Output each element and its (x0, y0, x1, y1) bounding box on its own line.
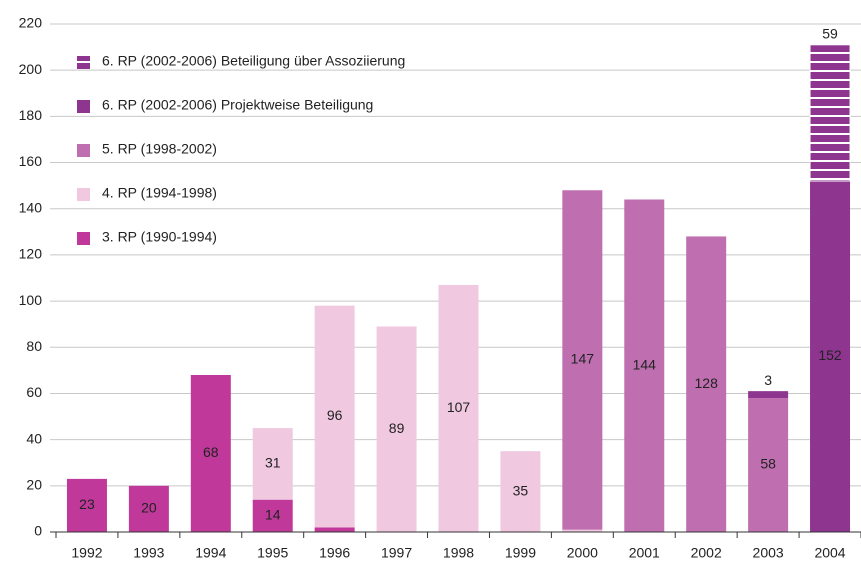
bar-segment (252, 499, 293, 532)
x-tick-label: 2000 (567, 545, 598, 561)
data-label: 107 (447, 399, 471, 415)
data-label: 58 (760, 456, 776, 472)
x-tick-label: 1996 (319, 545, 350, 561)
legend-label: 3. RP (1990-1994) (102, 229, 217, 245)
bar-segment (748, 398, 789, 532)
y-tick-label: 20 (26, 477, 42, 493)
legend-label: 6. RP (2002-2006) Projektweise Beteiligu… (102, 97, 373, 113)
y-tick-label: 160 (19, 153, 43, 169)
bar-segment (562, 190, 603, 530)
x-tick-label: 1992 (71, 545, 102, 561)
legend-swatch (77, 144, 90, 157)
data-label: 96 (327, 407, 343, 423)
data-label: 3 (764, 372, 772, 388)
y-tick-label: 40 (26, 430, 42, 446)
data-label: 144 (633, 356, 657, 372)
data-label: 20 (141, 500, 157, 516)
data-label: 89 (389, 420, 405, 436)
x-tick-label: 1994 (195, 545, 226, 561)
y-tick-label: 180 (19, 107, 43, 123)
x-tick-label: 1995 (257, 545, 288, 561)
data-label: 14 (265, 507, 281, 523)
y-tick-label: 100 (19, 292, 43, 308)
legend-label: 4. RP (1994-1998) (102, 185, 217, 201)
bar-segment (190, 374, 231, 532)
data-label: 68 (203, 444, 219, 460)
x-tick-label: 2001 (629, 545, 660, 561)
x-tick-label: 2003 (753, 545, 784, 561)
bar-segment (686, 236, 727, 532)
y-tick-label: 0 (34, 523, 42, 539)
data-label: 147 (571, 351, 595, 367)
y-tick-label: 140 (19, 199, 43, 215)
legend-swatch (77, 232, 90, 245)
bar-segment (66, 478, 107, 532)
x-tick-label: 1999 (505, 545, 536, 561)
legend-swatch (77, 188, 90, 201)
bar-segment (438, 284, 479, 532)
bar-segment (128, 485, 169, 532)
y-tick-label: 120 (19, 246, 43, 262)
bar-segment (314, 527, 355, 532)
data-label: 23 (79, 496, 95, 512)
bar-segment (809, 44, 851, 182)
bar-segment (562, 529, 603, 532)
x-tick-label: 1997 (381, 545, 412, 561)
x-tick-label: 1998 (443, 545, 474, 561)
y-tick-label: 200 (19, 61, 43, 77)
y-tick-label: 80 (26, 338, 42, 354)
bar-segment (376, 326, 417, 532)
data-label: 128 (695, 375, 719, 391)
data-label: 59 (822, 25, 838, 41)
x-tick-label: 2004 (814, 545, 845, 561)
data-label: 31 (265, 455, 281, 471)
bar-segment (314, 305, 355, 528)
y-tick-label: 220 (19, 15, 43, 31)
data-label: 152 (818, 347, 842, 363)
bar-segment (500, 451, 541, 532)
bar-segment (624, 199, 665, 532)
legend-swatch (77, 56, 90, 69)
legend-swatch (77, 100, 90, 113)
bar-segment (810, 181, 851, 532)
bar-segment (748, 391, 789, 399)
legend-label: 5. RP (1998-2002) (102, 141, 217, 157)
x-tick-label: 2002 (691, 545, 722, 561)
data-label: 35 (513, 482, 529, 498)
bar-segment (252, 428, 293, 500)
legend-label: 6. RP (2002-2006) Beteiligung über Assoz… (102, 53, 405, 69)
x-tick-label: 1993 (133, 545, 164, 561)
y-tick-label: 60 (26, 384, 42, 400)
